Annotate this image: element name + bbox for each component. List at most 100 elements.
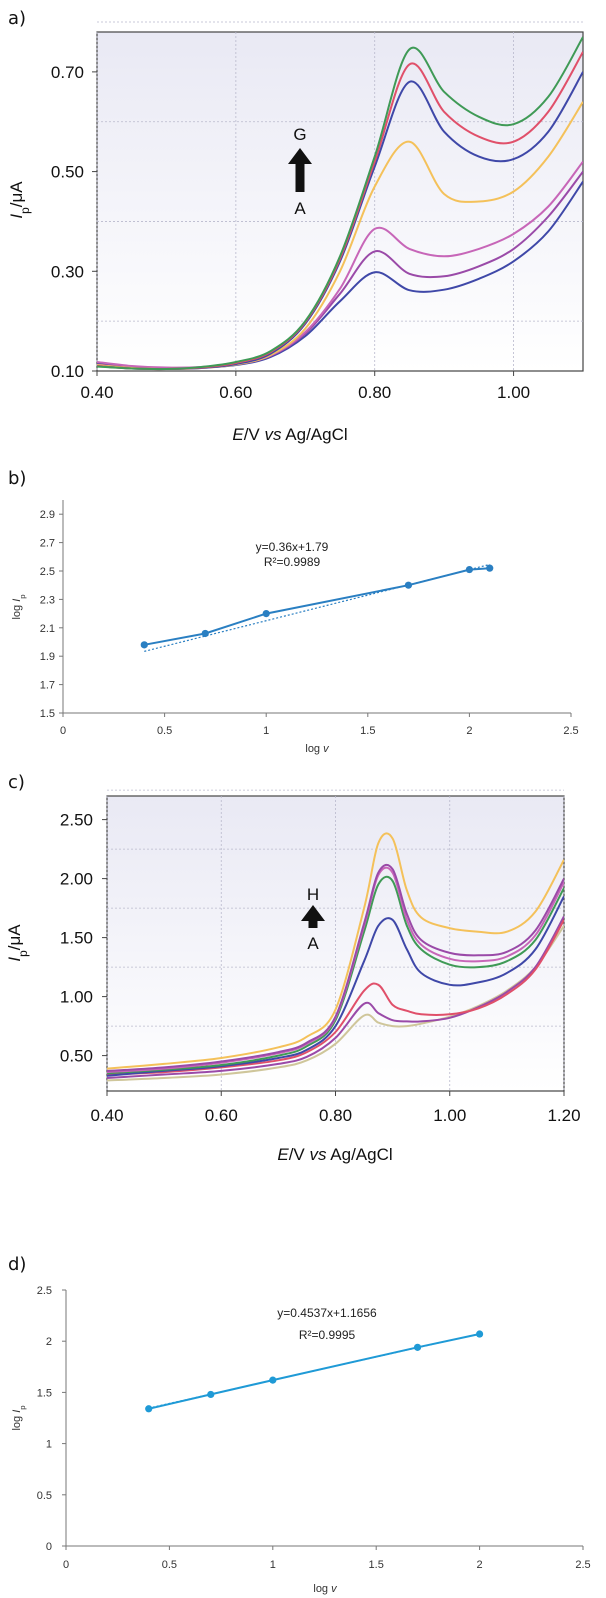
chart-b-yaxis-title-part: log (11, 602, 23, 620)
chart-c-ytick-label: 2.50 (60, 811, 93, 830)
chart-c-series-line-2 (107, 915, 564, 1079)
chart-d-xaxis-title-part: log (313, 1583, 331, 1595)
chart-b-ytick-label: 2.7 (40, 538, 55, 550)
chart-a-xtick-label: 0.40 (80, 383, 113, 402)
chart-d-xtick-label: 0 (63, 1559, 69, 1571)
chart-b-panel-label: b) (8, 468, 26, 489)
chart-b-data-point-5 (465, 565, 473, 574)
chart-c-arrow-up-icon (301, 905, 325, 928)
chart-d-yaxis-title-part: log (11, 1413, 23, 1431)
chart-d-xtick-label: 0.5 (162, 1559, 177, 1571)
chart-a-series-line-7 (97, 36, 583, 371)
chart-b-xaxis-title-part: v (323, 743, 330, 755)
chart-d-data-point-2 (207, 1390, 215, 1399)
chart-d-ytick-label: 1.5 (37, 1387, 52, 1399)
chart-d-xtick-label: 1 (270, 1559, 276, 1571)
chart-b-xaxis-title-part: log (305, 743, 323, 755)
chart-d-data-point-1 (145, 1405, 153, 1413)
chart-b-ytick-label: 1.5 (40, 708, 55, 720)
chart-a-xtick-label: 1.00 (497, 383, 530, 402)
chart-c-series-line-8 (107, 832, 564, 1070)
chart-b-data-point-6 (486, 564, 494, 572)
chart-a-xaxis-title-part: E (232, 425, 244, 444)
chart-b-yaxis-title-part: p (18, 594, 27, 598)
chart-a-ytick-label: 0.70 (51, 63, 84, 82)
chart-a-yaxis-title-part: /μA (7, 181, 26, 208)
chart-c-series-line-6 (107, 866, 564, 1074)
chart-a-xaxis-title: E/V vs Ag/AgCl (232, 425, 347, 444)
chart-b-xtick-label: 1 (263, 725, 269, 737)
chart-b-ytick-label: 2.5 (40, 566, 55, 578)
chart-d-data-point-3 (269, 1376, 277, 1384)
chart-a-arrow-up-icon (288, 148, 312, 192)
chart-b-r-squared: R²=0.9989 (264, 555, 321, 569)
chart-c-xtick-label: 0.80 (319, 1106, 352, 1125)
chart-c-yaxis-title-part: p (16, 950, 30, 957)
chart-c-series-line-7 (107, 863, 564, 1072)
chart-d-ytick-label: 0 (46, 1541, 52, 1553)
chart-b-xtick-label: 0.5 (157, 725, 172, 737)
chart-c-yaxis-title-part: /μA (5, 924, 24, 951)
chart-a-xaxis-title-part: Ag/AgCl (281, 425, 347, 444)
chart-d-ytick-label: 2 (46, 1336, 52, 1348)
chart-b-yaxis-title: log Ip (11, 594, 27, 619)
chart-a-yaxis-title-part: I (7, 214, 26, 219)
chart-d-ytick-label: 0.5 (37, 1490, 52, 1502)
chart-d-xtick-label: 2.5 (575, 1559, 590, 1571)
chart-b-equation: y=0.36x+1.79 (256, 540, 329, 554)
chart-c-xtick-label: 1.00 (433, 1106, 466, 1125)
chart-d-yaxis-title: log Ip (11, 1405, 27, 1430)
chart-d-data-point-4 (413, 1343, 422, 1351)
chart-b-ytick-label: 2.9 (40, 509, 55, 521)
chart-c-annotation-top: H (307, 885, 319, 904)
chart-b-ytick-label: 1.9 (40, 651, 55, 663)
chart-c-ytick-label: 0.50 (60, 1047, 93, 1066)
chart-c-xaxis-title-part: E (277, 1145, 289, 1164)
chart-c-xaxis-title-part: /V (289, 1145, 310, 1164)
chart-d-xaxis-title-part: v (331, 1583, 338, 1595)
chart-b-yaxis-title-part: I (11, 599, 23, 602)
chart-b-data-point-3 (262, 610, 270, 618)
chart-a-xtick-label: 0.60 (219, 383, 252, 402)
chart-b-xaxis-title: log v (305, 743, 330, 755)
chart-c-xtick-label: 0.60 (205, 1106, 238, 1125)
chart-d-data-line (148, 1333, 480, 1410)
chart-b-data-line (144, 567, 490, 646)
chart-d-ytick-label: 1 (46, 1439, 52, 1451)
chart-c-xaxis-title: E/V vs Ag/AgCl (277, 1145, 392, 1164)
chart-b-xtick-label: 2 (466, 725, 472, 737)
chart-b-xtick-label: 2.5 (563, 725, 578, 737)
chart-c-yaxis-title: Ip/μA (5, 924, 30, 962)
chart-a-xaxis-title-part: /V (244, 425, 265, 444)
chart-d-xtick-label: 1.5 (369, 1559, 384, 1571)
chart-a-ytick-label: 0.50 (51, 163, 84, 182)
chart-c-series-line-5 (107, 875, 564, 1075)
chart-a-xtick-label: 0.80 (358, 383, 391, 402)
chart-a-series-line-3 (97, 160, 583, 369)
chart-b-ytick-label: 1.7 (40, 680, 55, 692)
chart-d-panel-label: d) (8, 1254, 26, 1275)
chart-c-series-line-4 (107, 895, 564, 1077)
chart-b-xtick-label: 0 (60, 725, 66, 737)
chart-b-data-point-2 (201, 629, 209, 638)
chart-a-yaxis-title: Ip/μA (7, 181, 32, 219)
chart-c-panel-label: c) (8, 772, 25, 793)
chart-b-data-point-4 (404, 581, 413, 589)
chart-d-ytick-label: 2.5 (37, 1285, 52, 1297)
chart-a-ytick-label: 0.30 (51, 262, 84, 281)
chart-a-plot-area (96, 31, 584, 372)
chart-a-annotation-top: G (293, 125, 306, 144)
chart-d-data-point-5 (476, 1330, 484, 1338)
chart-c-xtick-label: 1.20 (547, 1106, 580, 1125)
chart-c-xtick-label: 0.40 (90, 1106, 123, 1125)
chart-d-yaxis-title-part: p (18, 1405, 27, 1409)
chart-b-ytick-label: 2.1 (40, 623, 55, 635)
chart-c-annotation-bottom: A (307, 934, 319, 953)
chart-d-xaxis-title: log v (313, 1583, 338, 1595)
chart-a-panel-label: a) (8, 8, 26, 29)
chart-d-yaxis-title-part: I (11, 1410, 23, 1413)
chart-b-xtick-label: 1.5 (360, 725, 375, 737)
chart-a-yaxis-title-part: p (18, 207, 32, 214)
chart-b-ytick-label: 2.3 (40, 594, 55, 606)
